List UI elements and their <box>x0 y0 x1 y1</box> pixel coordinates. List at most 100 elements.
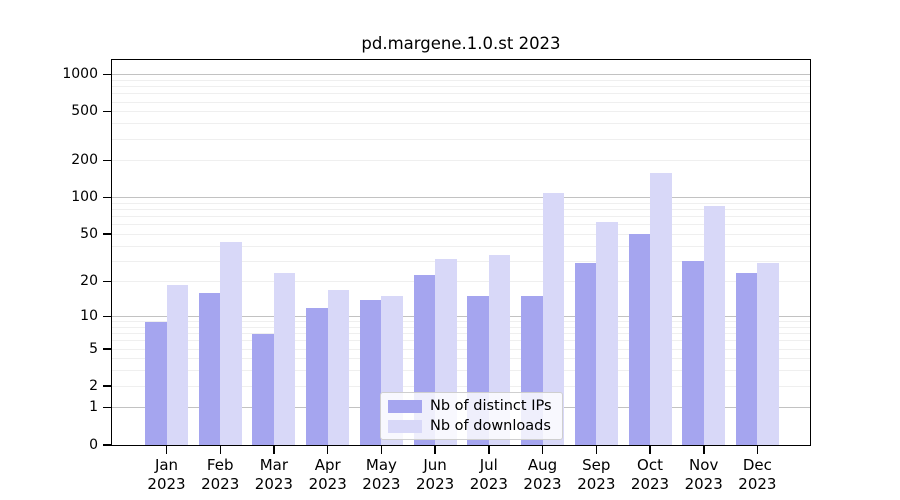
x-axis-tick <box>595 446 597 454</box>
x-axis-tick-label: Mar 2023 <box>254 456 293 493</box>
x-axis-tick <box>219 446 221 454</box>
y-axis-tick-label: 1000 <box>62 66 98 83</box>
x-axis-tick <box>434 446 436 454</box>
bar-distinct-ips <box>628 234 650 445</box>
legend-swatch-distinct-ips <box>388 399 422 413</box>
bar-distinct-ips <box>306 307 328 445</box>
gridline-minor <box>112 202 810 204</box>
y-axis-tick-label: 200 <box>71 152 98 169</box>
legend-label-downloads: Nb of downloads <box>430 418 551 434</box>
gridline-minor <box>112 224 810 226</box>
x-axis-tick-label: Feb 2023 <box>201 456 240 493</box>
gridline-minor <box>112 101 810 103</box>
x-axis-tick <box>756 446 759 454</box>
x-axis-tick <box>488 446 490 454</box>
y-axis-tick-label: 20 <box>80 273 98 290</box>
legend-item-downloads: Nb of downloads <box>388 418 552 434</box>
gridline-minor <box>112 281 810 283</box>
bar-downloads <box>650 172 672 445</box>
gridline-minor <box>112 245 810 247</box>
y-axis-tick-label: 500 <box>71 103 98 120</box>
bar-downloads <box>542 192 564 445</box>
gridline-minor <box>112 216 810 218</box>
x-axis-tick-label: Nov 2023 <box>684 456 723 493</box>
bar-distinct-ips <box>359 299 382 445</box>
y-axis-tick-label: 5 <box>89 340 98 357</box>
y-axis-tick-label: 0 <box>89 436 98 453</box>
y-axis-tick-label: 10 <box>80 308 98 324</box>
y-axis-tick-label: 50 <box>80 225 98 242</box>
gridline-minor <box>112 333 810 335</box>
x-axis-tick-label: Oct 2023 <box>630 456 670 493</box>
chart-title: pd.margene.1.0.st 2023 <box>361 34 561 53</box>
gridline-minor <box>112 79 810 81</box>
y-axis-tick <box>103 196 112 199</box>
y-axis-tick <box>103 280 112 283</box>
legend-item-distinct-ips: Nb of distinct IPs <box>388 398 552 414</box>
gridline-minor <box>112 86 810 88</box>
gridline-minor <box>112 233 810 235</box>
x-axis-tick <box>703 446 705 454</box>
bar-downloads <box>327 290 350 445</box>
gridline-minor <box>112 370 810 372</box>
gridline-minor <box>112 260 810 262</box>
x-axis-tick-label: Jul 2023 <box>469 456 508 493</box>
gridline-minor <box>112 209 810 210</box>
bar-downloads <box>220 242 242 445</box>
legend: Nb of distinct IPs Nb of downloads <box>380 392 563 440</box>
bar-distinct-ips <box>198 293 221 445</box>
gridline-minor <box>112 138 810 140</box>
x-axis-tick-label: Aug 2023 <box>523 456 562 493</box>
gridline-minor <box>112 160 810 162</box>
bar-downloads <box>596 222 618 445</box>
y-axis-tick <box>103 385 112 387</box>
plot-area: 0 1 2 5 10 20 50 100 200 500 1000 Jan 2023 Feb 2023 Mar… <box>62 58 811 493</box>
bar-downloads <box>273 272 296 445</box>
y-axis-tick-label: 2 <box>89 377 98 394</box>
x-axis-tick-label: May 2023 <box>362 456 401 493</box>
x-axis-tick <box>165 446 168 454</box>
y-axis-tick <box>103 406 112 409</box>
gridline-major <box>112 316 810 317</box>
y-axis-tick <box>103 315 112 317</box>
gridline-minor <box>112 93 810 95</box>
gridline-minor <box>112 123 810 125</box>
y-axis-tick <box>103 73 112 76</box>
gridline-minor <box>112 358 810 360</box>
bar-distinct-ips <box>574 262 597 445</box>
x-axis-tick <box>273 446 275 454</box>
x-axis-tick <box>326 446 329 454</box>
gridline-minor <box>112 111 810 113</box>
gridline-minor <box>112 321 810 323</box>
bar-distinct-ips <box>735 272 758 445</box>
x-axis-tick <box>380 446 383 454</box>
x-axis-tick-label: Jan 2023 <box>147 456 186 493</box>
gridline-minor <box>112 385 810 387</box>
x-axis-tick <box>541 446 544 454</box>
gridline-major <box>112 74 810 76</box>
x-axis-tick-label: Sep 2023 <box>577 456 616 493</box>
y-axis-tick-label: 100 <box>71 189 98 206</box>
gridline-minor <box>112 326 810 328</box>
legend-label-distinct-ips: Nb of distinct IPs <box>430 398 552 414</box>
x-axis-tick-label: Dec 2023 <box>738 456 777 493</box>
y-axis-tick <box>103 159 112 162</box>
bar-distinct-ips <box>145 321 167 445</box>
gridline-minor <box>112 348 810 350</box>
gridline-major <box>112 197 810 199</box>
bar-distinct-ips <box>682 261 704 445</box>
y-axis-tick <box>103 233 112 235</box>
bar-downloads <box>757 262 779 445</box>
legend-swatch-downloads <box>388 419 422 433</box>
x-axis-tick-label: Apr 2023 <box>308 456 347 493</box>
y-axis-tick <box>103 444 112 446</box>
y-axis-tick-label: 1 <box>89 399 98 416</box>
gridline-minor <box>112 340 810 342</box>
bar-distinct-ips <box>252 333 274 445</box>
x-axis-tick <box>649 446 651 454</box>
y-axis-tick <box>103 110 112 113</box>
bar-downloads <box>703 205 726 445</box>
y-axis-tick <box>103 348 112 350</box>
x-axis-tick-label: Jun 2023 <box>416 456 455 493</box>
